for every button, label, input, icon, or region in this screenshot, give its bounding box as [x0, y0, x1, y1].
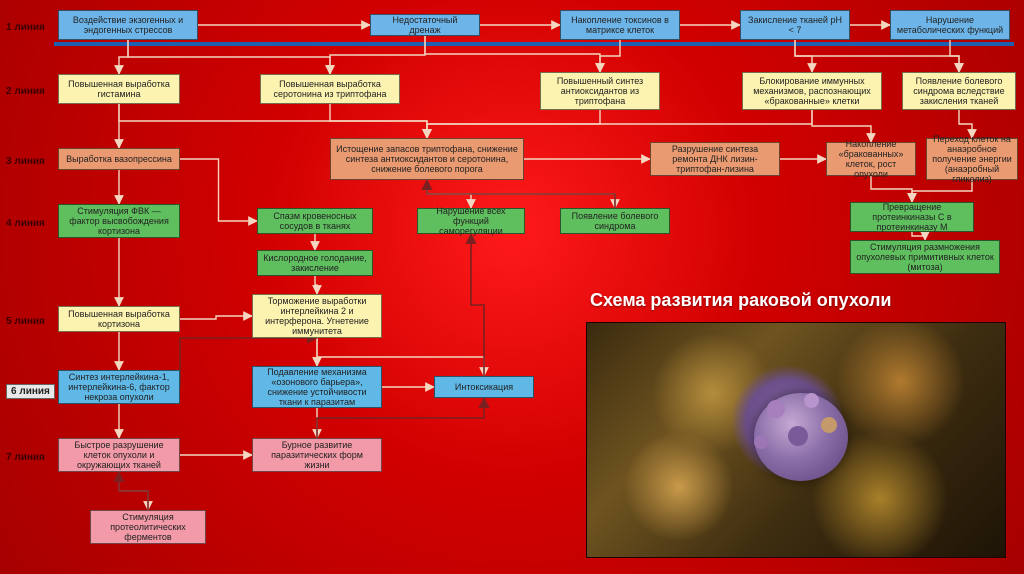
- flow-node-r1b: Недостаточный дренаж: [370, 14, 480, 36]
- edge: [795, 40, 812, 72]
- edge: [427, 180, 615, 208]
- row-label: 4 линия: [6, 218, 45, 229]
- diagram-canvas: Воздействие экзогенных и эндогенных стре…: [0, 0, 1024, 574]
- flow-node-r3a: Выработка вазопрессина: [58, 148, 180, 170]
- edge: [128, 40, 330, 74]
- edge: [427, 110, 600, 138]
- flow-node-r4c: Нарушение всех функций саморегуляции: [417, 208, 525, 234]
- edge: [471, 234, 484, 376]
- flow-node-r4f: Стимуляция размножения опухолевых примит…: [850, 240, 1000, 274]
- edge: [600, 40, 620, 72]
- edge: [119, 472, 148, 510]
- edge: [119, 472, 148, 510]
- flow-node-r5b: Торможение выработки интерлейкина 2 и ин…: [252, 294, 382, 338]
- flow-node-r5a: Повышенная выработка кортизона: [58, 306, 180, 332]
- flow-node-r1d: Закисление тканей pH < 7: [740, 10, 850, 40]
- flow-node-r1c: Накопление токсинов в матриксе клеток: [560, 10, 680, 40]
- edge: [871, 176, 912, 202]
- flow-node-r2b: Повышенная выработка серотонина из трипт…: [260, 74, 400, 104]
- flow-node-r6b: Подавление механизма «озонового барьера»…: [252, 366, 382, 408]
- tumor-photo: [586, 322, 1006, 558]
- flow-node-r7a: Быстрое разрушение клеток опухоли и окру…: [58, 438, 180, 472]
- edge: [912, 232, 925, 240]
- row-label: 6 линия: [6, 384, 55, 399]
- row-label: 3 линия: [6, 156, 45, 167]
- edge: [180, 316, 252, 319]
- row-label: 5 линия: [6, 316, 45, 327]
- edge: [795, 40, 959, 72]
- flow-node-r6a: Синтез интерлейкина-1, интерлейкина-6, ф…: [58, 370, 180, 404]
- edge: [330, 36, 425, 74]
- edge: [427, 180, 471, 208]
- flow-node-r3c: Разрушение синтеза ремонта ДНК лизин-три…: [650, 142, 780, 176]
- flow-node-r4g: Кислородное голодание, закисление: [257, 250, 373, 276]
- diagram-title: Схема развития раковой опухоли: [590, 290, 891, 311]
- edge: [425, 36, 600, 72]
- flow-node-r6c: Интоксикация: [434, 376, 534, 398]
- row-label: 7 линия: [6, 452, 45, 463]
- flow-node-r4a: Стимуляция ФВК — фактор высвобождения ко…: [58, 204, 180, 238]
- flow-node-r3d: Накопление «бракованных» клеток, рост оп…: [826, 142, 916, 176]
- edge: [330, 104, 427, 138]
- flow-node-r4e: Превращение протеинкиназы C в протеинкин…: [850, 202, 974, 232]
- flow-node-r4b: Спазм кровеносных сосудов в тканях: [257, 208, 373, 234]
- flow-node-r3e: Переход клеток на анаэробное получение э…: [926, 138, 1018, 180]
- row1-underline: [54, 42, 1014, 46]
- edge: [180, 159, 257, 221]
- flow-node-r8a: Стимуляция протеолитических ферментов: [90, 510, 206, 544]
- flow-node-r2a: Повышенная выработка гистамина: [58, 74, 180, 104]
- row-label: 1 линия: [6, 22, 45, 33]
- flow-node-r2c: Повышенный синтез антиоксидантов из трип…: [540, 72, 660, 110]
- edge: [427, 180, 615, 208]
- edge: [119, 104, 427, 138]
- edge: [950, 40, 959, 72]
- flow-node-r3b: Истощение запасов триптофана, снижение с…: [330, 138, 524, 180]
- row-label: 2 линия: [6, 86, 45, 97]
- edge: [315, 276, 317, 294]
- flow-node-r2d: Блокирование иммунных механизмов, распоз…: [742, 72, 882, 110]
- flow-node-r1e: Нарушение метаболических функций: [890, 10, 1010, 40]
- edge: [812, 110, 871, 142]
- flow-node-r1a: Воздействие экзогенных и эндогенных стре…: [58, 10, 198, 40]
- flow-node-r2e: Появление болевого синдрома вследствие з…: [902, 72, 1016, 110]
- flow-node-r7b: Бурное развитие паразитических форм жизн…: [252, 438, 382, 472]
- edge: [427, 110, 812, 138]
- edge: [119, 40, 128, 74]
- flow-node-r4d: Появление болевого синдрома: [560, 208, 670, 234]
